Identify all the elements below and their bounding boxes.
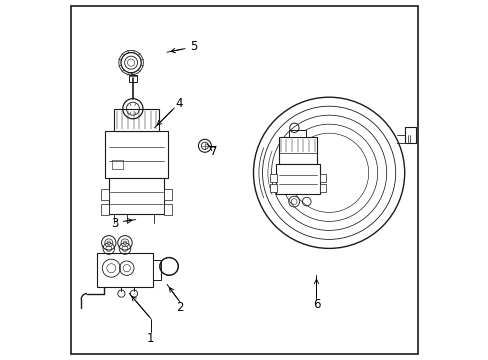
Bar: [275, 164, 319, 194]
Bar: [114, 109, 158, 131]
Bar: [319, 184, 325, 192]
Bar: [164, 189, 171, 200]
Bar: [289, 130, 305, 137]
Text: 3: 3: [111, 217, 119, 230]
Text: 5: 5: [189, 40, 197, 53]
Bar: [269, 184, 276, 192]
Bar: [105, 131, 168, 178]
Text: 1: 1: [147, 332, 154, 345]
Bar: [101, 204, 108, 215]
Bar: [404, 127, 415, 143]
Bar: [128, 75, 137, 82]
Bar: [164, 204, 171, 215]
Bar: [153, 260, 161, 280]
Text: 7: 7: [210, 145, 217, 158]
Bar: [319, 174, 325, 182]
Bar: [269, 174, 276, 182]
Bar: [97, 253, 153, 287]
Bar: [278, 137, 316, 164]
Text: 2: 2: [176, 301, 183, 314]
Text: 6: 6: [312, 298, 320, 311]
Bar: [101, 189, 108, 200]
Text: 4: 4: [175, 97, 183, 110]
Bar: [108, 178, 164, 214]
